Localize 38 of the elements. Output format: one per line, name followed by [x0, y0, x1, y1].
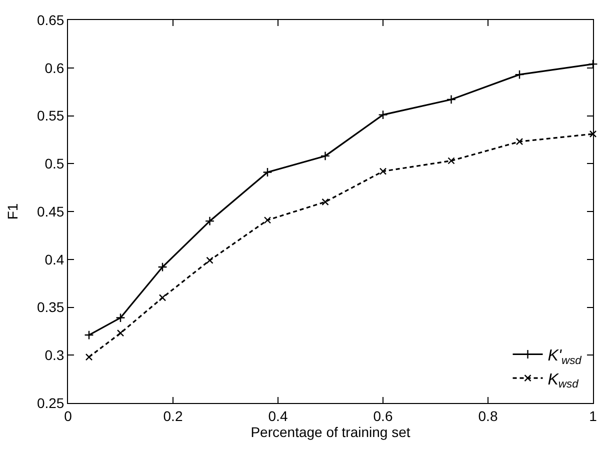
- point: [320, 151, 330, 161]
- point: [589, 130, 597, 138]
- legend-label: K'$_{wsd}$: [548, 347, 582, 367]
- x-tick-label: 1: [589, 408, 598, 424]
- x-axis-title: Percentage of training set: [250, 424, 410, 440]
- x-tick-label: 0: [64, 408, 72, 424]
- point: [379, 168, 387, 175]
- y-tick-label: 0.3: [44, 347, 64, 364]
- y-tick-label: 0.25: [36, 394, 64, 411]
- legend-label: K$_{wsd}$: [548, 371, 580, 391]
- point: [84, 330, 94, 340]
- point: [514, 70, 524, 80]
- y-tick-label: 0.35: [36, 299, 64, 316]
- y-axis-title: F1: [4, 203, 21, 220]
- y-tick-label: 0.6: [44, 60, 64, 76]
- x-tick-label: 0.4: [268, 408, 288, 424]
- x-tick-label: 0.2: [163, 408, 183, 424]
- point: [204, 216, 215, 226]
- x-tick-label: 0.6: [373, 408, 393, 424]
- point: [116, 312, 126, 323]
- point: [158, 262, 168, 272]
- point: [206, 256, 214, 264]
- point: [262, 167, 272, 178]
- y-tick-label: 0.5: [44, 156, 64, 172]
- point: [448, 157, 455, 164]
- y-tick-label: 0.4: [44, 251, 64, 268]
- point: [158, 294, 166, 302]
- point: [516, 138, 524, 146]
- point: [322, 198, 329, 206]
- y-tick-label: 0.45: [36, 203, 64, 220]
- point: [85, 353, 93, 361]
- point: [378, 110, 388, 120]
- point: [116, 330, 124, 337]
- x-tick-label: 0.8: [478, 408, 498, 424]
- point: [264, 216, 272, 224]
- y-tick-label: 0.65: [36, 12, 64, 28]
- y-tick-label: 0.55: [36, 108, 64, 124]
- point: [446, 94, 456, 104]
